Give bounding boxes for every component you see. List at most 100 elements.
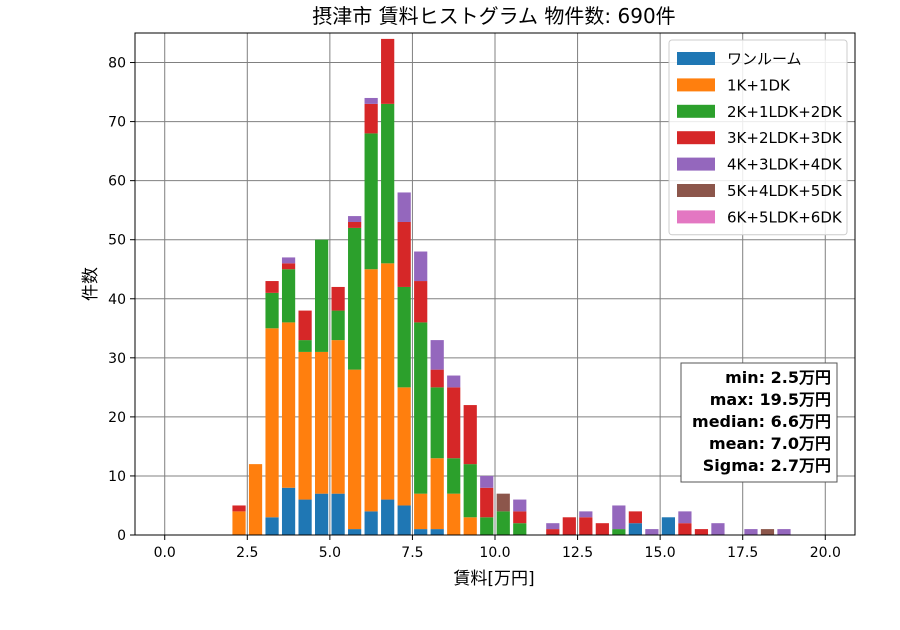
bar-segment bbox=[397, 387, 411, 506]
bar-segment bbox=[414, 322, 428, 494]
y-tick-label: 60 bbox=[108, 174, 126, 190]
bar-segment bbox=[298, 310, 312, 341]
bar-segment bbox=[430, 340, 444, 370]
bar-segment bbox=[364, 269, 378, 512]
bar-segment bbox=[315, 493, 329, 535]
bar-segment bbox=[281, 257, 296, 264]
legend-label: 4K+3LDK+4DK bbox=[727, 156, 843, 174]
stats-line: min: 2.5万円 bbox=[725, 368, 831, 387]
y-tick-label: 0 bbox=[117, 528, 126, 544]
bar-segment bbox=[579, 517, 593, 535]
bar-segment bbox=[232, 505, 246, 512]
bar-segment bbox=[447, 493, 461, 535]
legend-label: 1K+1DK bbox=[727, 76, 791, 94]
bar-segment bbox=[463, 464, 477, 518]
x-tick-label: 17.5 bbox=[727, 545, 758, 561]
x-tick-label: 5.0 bbox=[319, 545, 341, 561]
legend-label: 3K+2LDK+3DK bbox=[727, 129, 843, 147]
bar-segment bbox=[546, 529, 560, 535]
legend-swatch bbox=[677, 104, 715, 118]
bar-segment bbox=[480, 475, 494, 488]
bar-segment bbox=[248, 464, 263, 535]
stats-line: max: 19.5万円 bbox=[710, 390, 831, 409]
bar-segment bbox=[661, 517, 675, 535]
x-tick-label: 20.0 bbox=[810, 545, 841, 561]
bar-segment bbox=[430, 458, 444, 530]
bar-segment bbox=[546, 523, 560, 530]
x-tick-label: 15.0 bbox=[645, 545, 676, 561]
chart-title: 摂津市 賃料ヒストグラム 物件数: 690件 bbox=[312, 4, 675, 28]
bar-segment bbox=[744, 529, 758, 535]
x-tick-label: 2.5 bbox=[236, 545, 258, 561]
y-tick-label: 50 bbox=[108, 233, 126, 249]
legend-label: 2K+1LDK+2DK bbox=[727, 103, 843, 121]
x-tick-label: 7.5 bbox=[401, 545, 423, 561]
bar-segment bbox=[463, 517, 477, 535]
bar-segment bbox=[298, 340, 312, 352]
bar-segment bbox=[331, 493, 345, 535]
legend-swatch bbox=[677, 78, 715, 92]
bar-segment bbox=[447, 375, 461, 388]
stats-line: Sigma: 2.7万円 bbox=[703, 456, 831, 475]
bar-segment bbox=[348, 369, 362, 530]
legend: ワンルーム 1K+1DK 2K+1LDK+2DK 3K+2LDK+3DK 4K+3LDK… bbox=[668, 39, 848, 236]
bar-segment bbox=[348, 529, 362, 535]
bar-segment bbox=[447, 387, 461, 459]
bar-segment bbox=[315, 351, 329, 494]
bar-segment bbox=[612, 529, 626, 535]
bar-segment bbox=[513, 499, 527, 512]
bar-segment bbox=[513, 523, 527, 535]
x-axis-label: 賃料[万円] bbox=[453, 569, 534, 589]
bar-segment bbox=[381, 499, 395, 535]
bar-segment bbox=[397, 221, 411, 287]
bar-segment bbox=[364, 103, 378, 134]
bar-segment bbox=[331, 286, 345, 311]
y-tick-label: 40 bbox=[108, 292, 126, 308]
bar-segment bbox=[562, 517, 576, 535]
y-tick-label: 80 bbox=[108, 56, 126, 72]
stats-box: min: 2.5万円 max: 19.5万円 median: 6.6万円 mean: … bbox=[680, 362, 838, 483]
bar-segment bbox=[397, 286, 411, 388]
y-tick-label: 20 bbox=[108, 410, 126, 426]
legend-swatch bbox=[677, 210, 715, 224]
stats-frame bbox=[680, 362, 838, 483]
bar-segment bbox=[678, 511, 692, 524]
bar-segment bbox=[381, 38, 395, 104]
bar-segment bbox=[364, 511, 378, 535]
stats-line: median: 6.6万円 bbox=[692, 412, 831, 431]
bar-segment bbox=[678, 523, 692, 535]
bar-segment bbox=[315, 239, 329, 352]
bar-segment bbox=[265, 517, 279, 535]
x-tick-label: 12.5 bbox=[562, 545, 593, 561]
bar-segment bbox=[480, 487, 494, 518]
bar-segment bbox=[711, 523, 725, 535]
y-axis-label: 件数 bbox=[81, 267, 101, 301]
stats-line: mean: 7.0万円 bbox=[709, 434, 831, 453]
bar-segment bbox=[348, 216, 362, 222]
bar-segment bbox=[397, 192, 411, 222]
bar-segment bbox=[496, 511, 510, 535]
y-tick-label: 10 bbox=[108, 469, 126, 485]
bar-segment bbox=[612, 505, 626, 530]
bar-segment bbox=[232, 511, 246, 535]
x-tick-label: 10.0 bbox=[479, 545, 510, 561]
legend-label: 6K+5LDK+6DK bbox=[727, 208, 843, 226]
bar-segment bbox=[331, 310, 345, 341]
bar-segment bbox=[430, 529, 444, 535]
bar-segment bbox=[265, 292, 279, 329]
bar-segment bbox=[265, 281, 279, 293]
bar-segment bbox=[496, 493, 510, 512]
bar-segment bbox=[298, 499, 312, 535]
bar-segment bbox=[513, 511, 527, 524]
bar-segment bbox=[463, 405, 477, 465]
bar-segment bbox=[381, 103, 395, 264]
bar-segment bbox=[414, 251, 428, 282]
bar-segment bbox=[430, 387, 444, 459]
bar-segment bbox=[480, 517, 494, 535]
bar-segment bbox=[628, 523, 642, 535]
legend-label: ワンルーム bbox=[727, 50, 802, 68]
bar-segment bbox=[397, 505, 411, 535]
bar-segment bbox=[760, 529, 775, 535]
bar-segment bbox=[364, 97, 378, 104]
